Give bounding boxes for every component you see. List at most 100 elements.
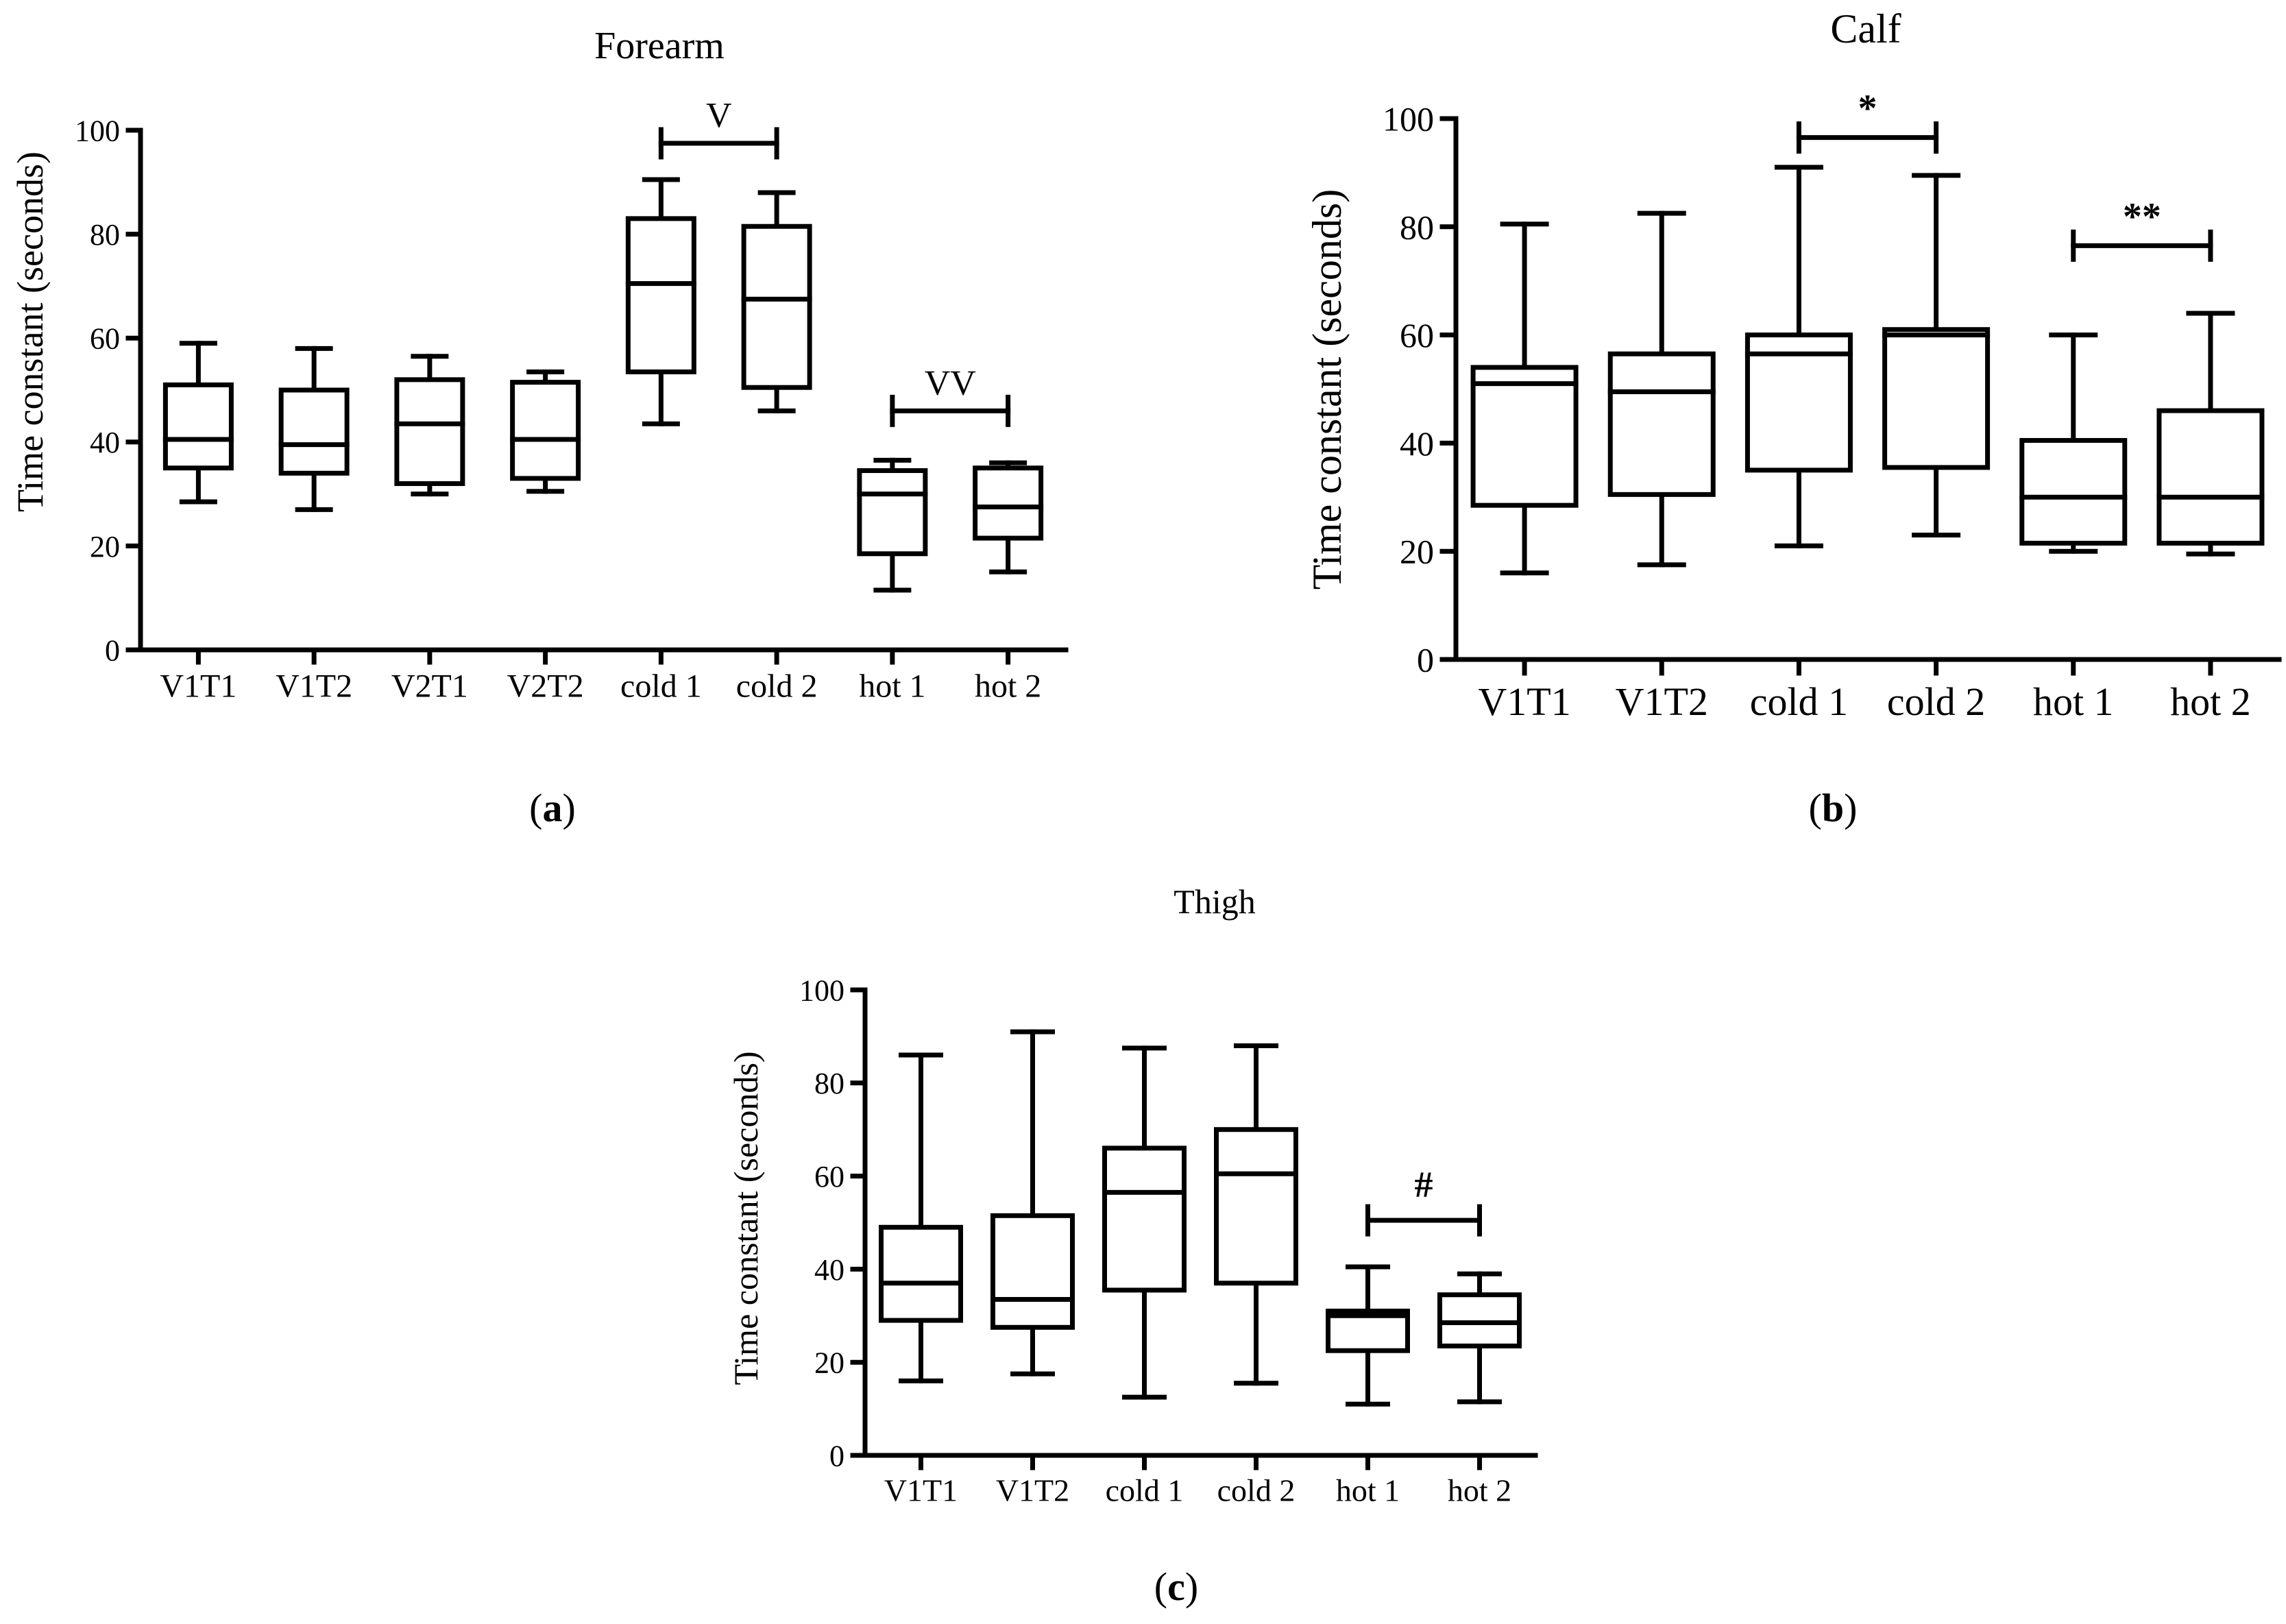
x-tick-label: V1T1 <box>884 1472 958 1507</box>
box-v1t2 <box>1607 210 1716 568</box>
y-tick-label: 100 <box>799 973 844 1007</box>
panel-label: (c) <box>1154 1564 1198 1609</box>
x-tick-label: V1T2 <box>1616 679 1708 724</box>
box-v1t1 <box>879 1052 963 1383</box>
chart-title: Calf <box>1830 6 1901 51</box>
box-cold-1 <box>1744 165 1853 548</box>
iqr-box <box>510 380 581 481</box>
y-tick-label: 100 <box>1383 100 1434 138</box>
x-tick-label: V2T1 <box>391 668 468 704</box>
chart-title: Forearm <box>594 25 725 67</box>
significance-annotation: ** <box>2071 195 2213 262</box>
box-v1t2 <box>278 346 350 512</box>
iqr-box <box>1102 1146 1187 1293</box>
y-tick-label: 20 <box>1400 533 1434 571</box>
significance-label: VV <box>925 363 976 402</box>
box-hot-1 <box>2019 332 2128 554</box>
box-v1t2 <box>990 1029 1075 1377</box>
y-tick-label: 100 <box>75 114 120 147</box>
significance-annotation: * <box>1796 88 1939 154</box>
x-tick-label: V1T1 <box>1478 679 1570 724</box>
iqr-box <box>278 387 350 476</box>
y-tick-label: 40 <box>90 426 120 459</box>
significance-label: * <box>1858 88 1877 130</box>
iqr-box <box>857 468 928 557</box>
x-tick-label: cold 1 <box>1750 679 1848 724</box>
x-tick-label: cold 1 <box>620 668 702 704</box>
box-v1t1 <box>1470 221 1579 576</box>
significance-label: ** <box>2123 195 2161 238</box>
iqr-box <box>973 465 1044 541</box>
box-v2t2 <box>510 369 581 494</box>
y-tick-label: 40 <box>814 1253 844 1287</box>
box-cold-2 <box>1214 1043 1298 1386</box>
iqr-box <box>2019 437 2128 546</box>
x-tick-label: cold 1 <box>1106 1472 1184 1507</box>
y-tick-label: 20 <box>814 1346 844 1380</box>
x-tick-label: cold 2 <box>1887 679 1985 724</box>
iqr-box <box>2156 408 2265 546</box>
y-tick-label: 60 <box>814 1160 844 1193</box>
iqr-box <box>879 1224 963 1323</box>
panel-calf: Calf Time constant (seconds) 0 20 40 60 80 10… <box>1304 6 2282 830</box>
x-tick-label: cold 2 <box>1217 1472 1296 1507</box>
y-tick-label: 80 <box>814 1067 844 1100</box>
iqr-box <box>162 382 234 471</box>
y-axis-label: Time constant (seconds) <box>1304 189 1350 590</box>
x-tick-label: V1T2 <box>996 1472 1069 1507</box>
iqr-box <box>394 377 465 486</box>
x-tick-label: V2T2 <box>507 668 584 704</box>
plot-area: 0 20 40 60 80 100 V1T1 V1T2 cold 1 cold 2 hot 1 hot… <box>1383 88 2282 724</box>
plot-area: 0 20 40 60 80 100 V1T1 V1T2 cold 1 cold 2 hot 1 hot… <box>799 973 1538 1507</box>
iqr-box <box>625 216 696 374</box>
y-tick-label: 20 <box>90 530 120 563</box>
y-axis-label: Time constant (seconds) <box>10 152 51 512</box>
y-tick-label: 60 <box>1400 316 1434 354</box>
iqr-box <box>1470 365 1579 508</box>
x-tick-label: hot 2 <box>1448 1472 1511 1507</box>
panel-forearm: Forearm Time constant (seconds) 0 20 40 60 8… <box>10 25 1069 830</box>
significance-annotation: # <box>1365 1164 1482 1237</box>
x-tick-label: hot 1 <box>2033 679 2114 724</box>
plot-area: 0 20 40 60 80 100 V1T1 V1T2 V2T1 V2T2 cold 1 cold 2… <box>75 96 1069 704</box>
box-v1t1 <box>162 341 234 505</box>
y-tick-label: 0 <box>829 1439 844 1472</box>
iqr-box <box>1607 351 1716 497</box>
y-tick-label: 0 <box>1417 641 1434 679</box>
iqr-box <box>741 223 812 390</box>
iqr-box <box>1214 1127 1298 1286</box>
iqr-box <box>990 1213 1075 1330</box>
significance-label: # <box>1415 1164 1433 1205</box>
x-tick-label: V1T2 <box>276 668 352 704</box>
x-tick-label: hot 2 <box>975 668 1041 704</box>
box-cold-1 <box>1102 1045 1187 1400</box>
x-tick-label: V1T1 <box>160 668 236 704</box>
x-tick-label: hot 1 <box>859 668 925 704</box>
significance-label: V <box>706 96 732 135</box>
chart-title: Thigh <box>1174 882 1255 921</box>
y-tick-label: 80 <box>90 218 120 252</box>
panel-thigh: Thigh Time constant (seconds) 0 20 40 60 80 1… <box>727 882 1538 1609</box>
iqr-box <box>1882 327 1991 470</box>
box-cold-2 <box>1882 173 1991 538</box>
panel-label: (b) <box>1809 786 1858 830</box>
y-tick-label: 40 <box>1400 424 1434 463</box>
iqr-box <box>1744 332 1853 473</box>
y-tick-label: 60 <box>90 322 120 356</box>
box-hot-2 <box>973 460 1044 574</box>
box-hot-2 <box>2156 311 2265 557</box>
significance-annotation: V <box>658 96 779 160</box>
significance-annotation: VV <box>890 363 1011 427</box>
panel-label: (a) <box>529 786 576 830</box>
y-axis-label: Time constant (seconds) <box>727 1052 765 1385</box>
x-tick-label: hot 2 <box>2170 679 2251 724</box>
box-hot-2 <box>1437 1271 1522 1405</box>
box-hot-1 <box>857 457 928 593</box>
x-tick-label: hot 1 <box>1336 1472 1400 1507</box>
box-v2t1 <box>394 354 465 497</box>
box-hot-1 <box>1326 1264 1410 1407</box>
x-tick-label: cold 2 <box>736 668 818 704</box>
y-tick-label: 80 <box>1400 208 1434 246</box>
y-tick-label: 0 <box>105 633 120 667</box>
